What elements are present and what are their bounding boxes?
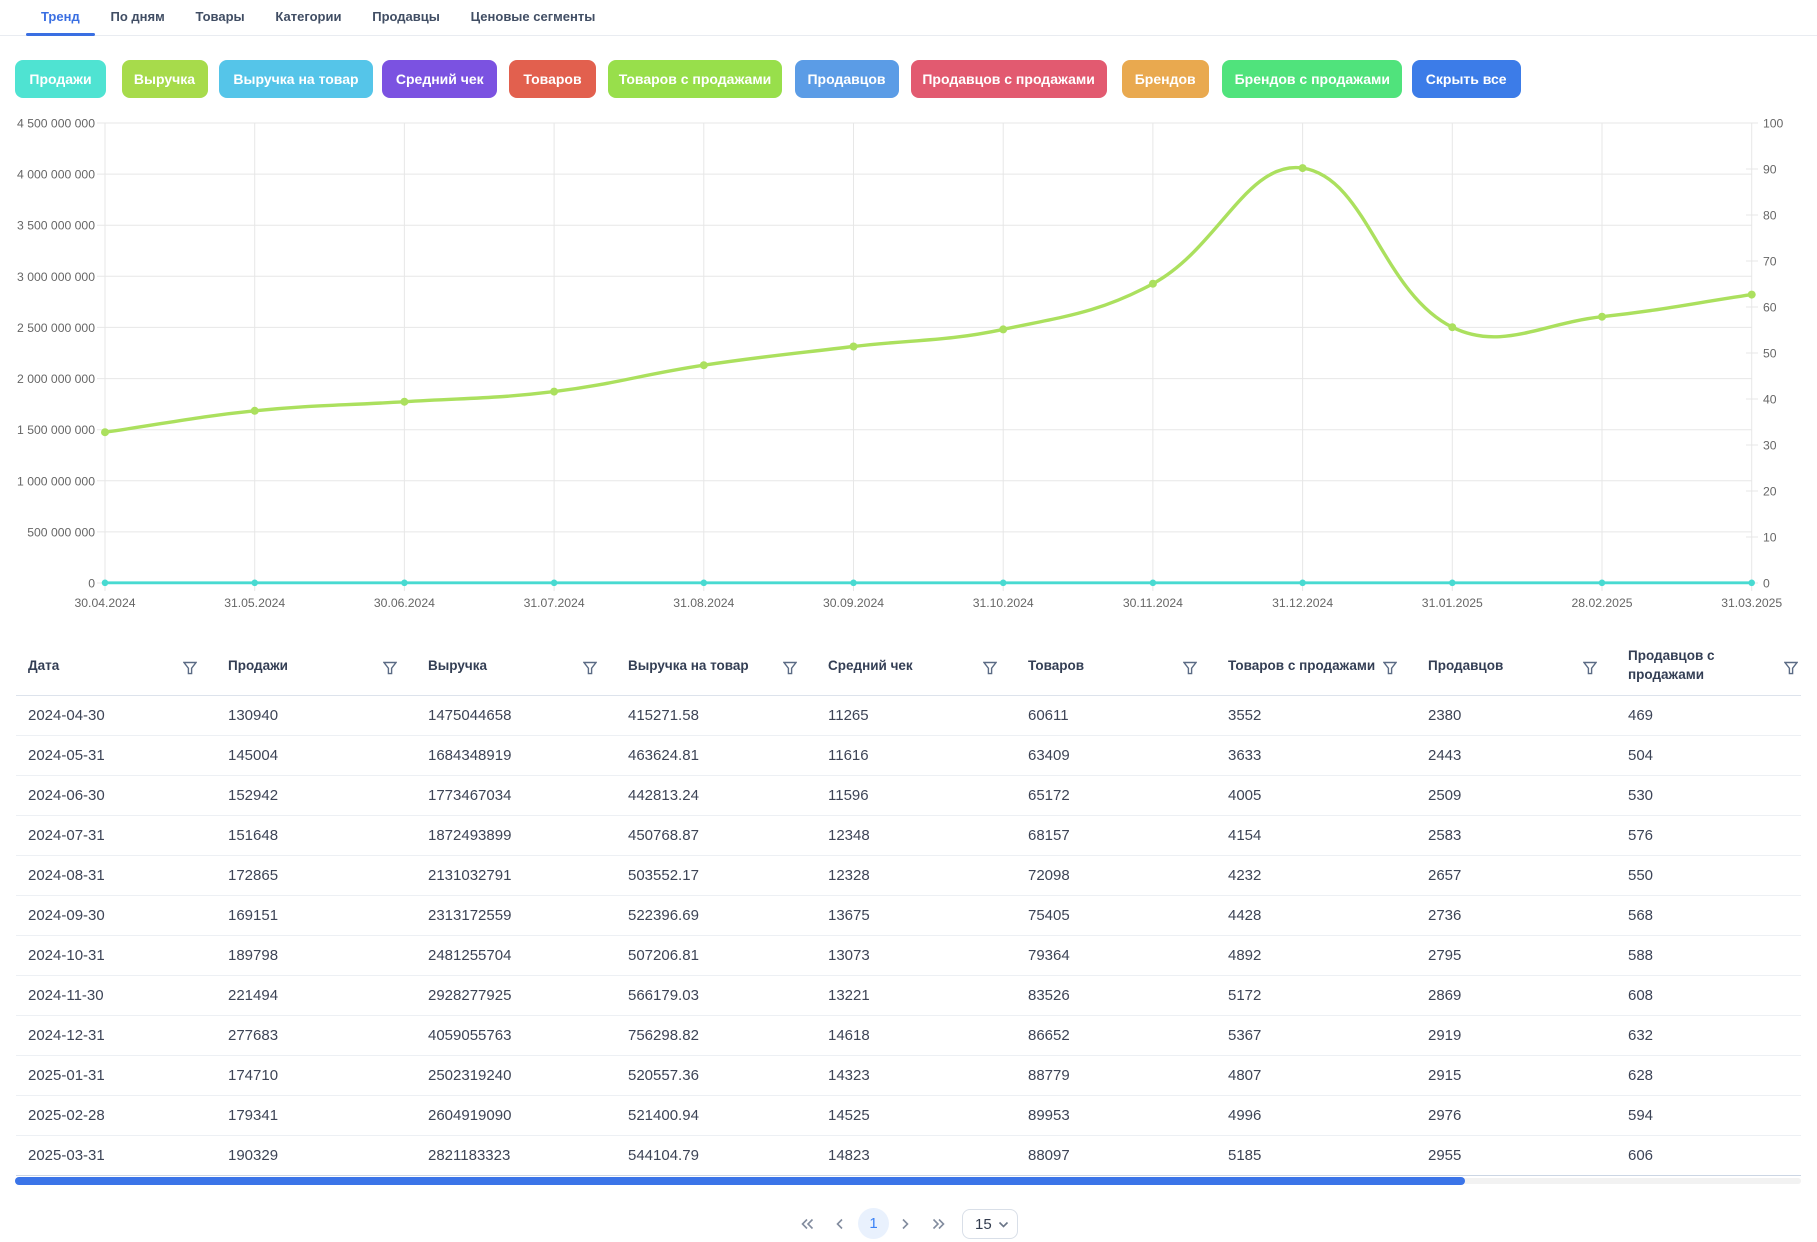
svg-text:31.08.2024: 31.08.2024 (673, 596, 734, 610)
svg-text:0: 0 (1763, 577, 1770, 591)
svg-text:60: 60 (1763, 301, 1777, 315)
svg-text:4 000 000 000: 4 000 000 000 (17, 168, 95, 182)
svg-text:500 000 000: 500 000 000 (27, 525, 95, 539)
svg-text:40: 40 (1763, 393, 1777, 407)
svg-text:30.04.2024: 30.04.2024 (75, 596, 136, 610)
svg-text:70: 70 (1763, 255, 1777, 269)
svg-text:30.06.2024: 30.06.2024 (374, 596, 435, 610)
svg-text:30: 30 (1763, 439, 1777, 453)
svg-text:4 500 000 000: 4 500 000 000 (17, 117, 95, 131)
svg-text:3 000 000 000: 3 000 000 000 (17, 270, 95, 284)
svg-text:0: 0 (88, 577, 95, 591)
svg-text:30.11.2024: 30.11.2024 (1123, 596, 1183, 610)
svg-text:31.12.2024: 31.12.2024 (1272, 596, 1333, 610)
svg-text:2 500 000 000: 2 500 000 000 (17, 321, 95, 335)
svg-text:31.03.2025: 31.03.2025 (1721, 596, 1782, 610)
svg-text:90: 90 (1763, 163, 1777, 177)
svg-text:30.09.2024: 30.09.2024 (823, 596, 884, 610)
svg-text:28.02.2025: 28.02.2025 (1572, 596, 1633, 610)
svg-text:31.01.2025: 31.01.2025 (1422, 596, 1483, 610)
svg-text:20: 20 (1763, 485, 1777, 499)
svg-text:31.05.2024: 31.05.2024 (224, 596, 285, 610)
svg-text:80: 80 (1763, 209, 1777, 223)
svg-text:2 000 000 000: 2 000 000 000 (17, 372, 95, 386)
svg-text:100: 100 (1763, 117, 1784, 131)
svg-text:31.07.2024: 31.07.2024 (524, 596, 585, 610)
svg-text:1 500 000 000: 1 500 000 000 (17, 423, 95, 437)
svg-text:1 000 000 000: 1 000 000 000 (17, 474, 95, 488)
svg-text:10: 10 (1763, 531, 1777, 545)
svg-text:50: 50 (1763, 347, 1777, 361)
svg-text:31.10.2024: 31.10.2024 (973, 596, 1034, 610)
svg-text:3 500 000 000: 3 500 000 000 (17, 219, 95, 233)
